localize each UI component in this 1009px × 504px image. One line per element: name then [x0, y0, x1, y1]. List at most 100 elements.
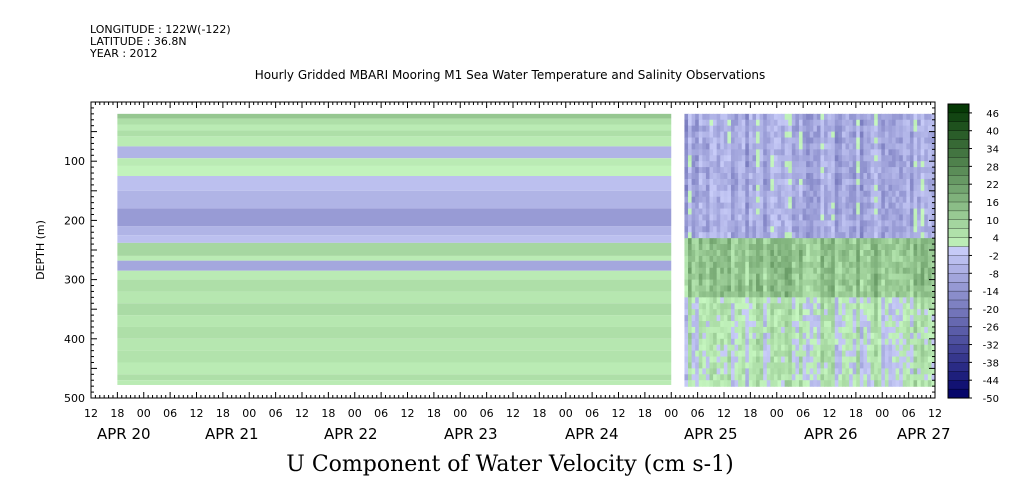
heatmap-cell: [727, 309, 732, 316]
heatmap-cell: [917, 350, 922, 358]
x-date-label: APR 26: [804, 425, 858, 443]
heatmap-cell: [688, 113, 693, 121]
heatmap-cell: [917, 220, 922, 227]
heatmap-cell: [884, 338, 890, 346]
heatmap-cell: [795, 273, 800, 281]
heatmap-cell: [816, 131, 822, 139]
heatmap-cell: [920, 374, 925, 381]
heatmap-cell: [870, 362, 875, 369]
heatmap-cell: [816, 362, 822, 369]
heatmap-cell: [906, 149, 911, 156]
heatmap-cell: [723, 220, 728, 227]
heatmap-cell: [748, 244, 754, 251]
heatmap-cell: [909, 267, 915, 275]
heatmap-cell: [824, 362, 829, 369]
heatmap-cell: [913, 190, 918, 198]
heatmap-cell: [695, 309, 700, 316]
heatmap-cell: [820, 208, 825, 216]
heatmap-cell: [766, 380, 771, 387]
heatmap-cell: [917, 344, 922, 352]
heatmap-cell: [702, 173, 707, 180]
heatmap-cell: [920, 362, 925, 369]
heatmap-cell: [738, 362, 743, 369]
heatmap-cell: [827, 161, 832, 168]
heatmap-cell: [763, 143, 768, 150]
heatmap-cell: [824, 190, 829, 198]
heatmap-cell: [856, 297, 861, 304]
heatmap-cell: [881, 167, 886, 174]
heatmap-cell: [931, 309, 936, 316]
heatmap-cell: [902, 167, 907, 174]
heatmap-cell: [906, 113, 911, 121]
heatmap-cell: [845, 149, 850, 156]
heatmap-cell: [784, 167, 789, 174]
heatmap-cell: [691, 137, 696, 145]
heatmap-cell: [888, 380, 893, 387]
heatmap-cell: [723, 119, 728, 127]
heatmap-cell: [866, 380, 872, 387]
heatmap-cell: [834, 155, 839, 162]
heatmap-cell: [881, 315, 886, 322]
heatmap-cell: [834, 291, 839, 298]
heatmap-cell: [702, 119, 707, 127]
colorbar-label: 46: [986, 109, 999, 120]
heatmap-cell: [734, 143, 739, 150]
heatmap-cell: [824, 119, 829, 127]
heatmap-cell: [684, 125, 689, 133]
heatmap-cell: [902, 196, 907, 204]
heatmap-cell: [727, 315, 732, 322]
heatmap-cell: [906, 344, 911, 352]
heatmap-cell: [809, 238, 814, 245]
heatmap-cell: [709, 244, 714, 251]
heatmap-cell: [841, 214, 847, 221]
heatmap-cell: [899, 315, 904, 322]
heatmap-cell: [809, 255, 814, 263]
heatmap-cell: [766, 303, 771, 310]
heatmap-cell: [698, 255, 703, 263]
heatmap-cell: [734, 309, 739, 316]
depth-band: [117, 362, 672, 375]
heatmap-cell: [723, 125, 728, 133]
heatmap-cell: [866, 255, 872, 263]
heatmap-cell: [806, 338, 811, 346]
heatmap-cell: [895, 149, 900, 156]
heatmap-cell: [917, 208, 922, 216]
heatmap-cell: [777, 374, 782, 381]
heatmap-cell: [892, 309, 897, 316]
heatmap-cell: [723, 202, 728, 210]
heatmap-cell: [924, 291, 929, 298]
heatmap-cell: [895, 220, 900, 227]
heatmap-cell: [734, 196, 739, 204]
heatmap-cell: [913, 273, 918, 281]
heatmap-cell: [824, 178, 829, 186]
heatmap-cell: [752, 161, 757, 168]
heatmap-cell: [895, 374, 900, 381]
heatmap-cell: [884, 196, 890, 204]
heatmap-cell: [913, 279, 918, 287]
heatmap-cell: [698, 261, 703, 269]
heatmap-cell: [752, 261, 757, 269]
heatmap-cell: [870, 190, 875, 198]
heatmap-cell: [720, 297, 725, 304]
heatmap-cell: [827, 279, 832, 287]
heatmap-cell: [741, 255, 746, 263]
heatmap-cell: [727, 250, 732, 257]
heatmap-cell: [917, 226, 922, 233]
heatmap-cell: [795, 184, 800, 192]
heatmap-cell: [827, 173, 832, 180]
heatmap-cell: [856, 190, 861, 198]
heatmap-cell: [917, 297, 922, 304]
heatmap-cell: [741, 297, 746, 304]
heatmap-cell: [738, 321, 743, 328]
heatmap-cell: [763, 291, 768, 298]
x-hour-label: 18: [216, 407, 230, 420]
heatmap-cell: [698, 267, 703, 275]
heatmap-cell: [741, 167, 746, 174]
heatmap-cell: [877, 226, 882, 233]
heatmap-cell: [809, 374, 814, 381]
heatmap-cell: [713, 315, 718, 322]
heatmap-cell: [716, 273, 721, 281]
heatmap-cell: [713, 202, 718, 210]
heatmap-cell: [759, 119, 764, 127]
heatmap-cell: [734, 220, 739, 227]
